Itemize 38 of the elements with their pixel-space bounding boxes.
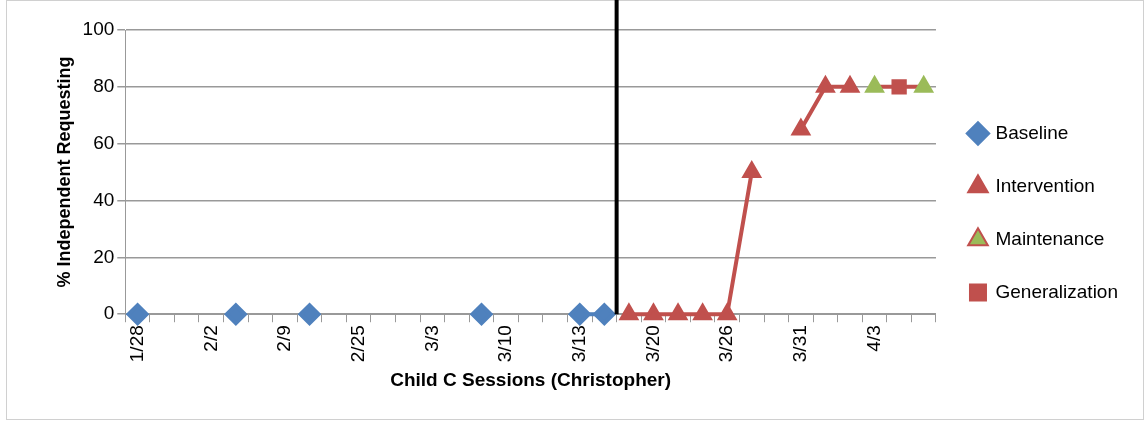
x-axis-title: Child C Sessions (Christopher) [390,368,672,390]
x-tick-label: 3/13 [568,325,590,363]
x-tick-label: 1/28 [125,325,147,363]
point [669,304,687,321]
y-tick-label: 40 [93,188,115,210]
point [791,119,810,136]
legend-label: Intervention [995,174,1095,196]
x-tick-label: 2/2 [199,325,221,352]
point [841,76,859,93]
legend-label: Maintenance [995,227,1105,249]
y-tick-label: 80 [93,75,115,97]
point [224,303,247,326]
y-tick-label: 60 [93,131,115,153]
point [619,304,638,321]
x-tick-label: 2/9 [273,325,295,352]
point [815,74,836,93]
x-tick-label: 4/3 [862,325,884,352]
point [298,303,321,326]
x-tick-label: 3/31 [789,325,811,363]
point [470,303,493,326]
point [693,304,712,321]
x-tick-label: 2/25 [346,325,368,363]
point [126,303,149,326]
x-tick-label: 3/3 [420,325,442,352]
legend-label: Generalization [995,280,1119,302]
point [593,303,616,326]
legend-label: Baseline [995,121,1069,143]
point [644,304,663,321]
point [568,303,591,326]
x-tick-label: 3/10 [494,325,516,363]
y-tick-label: 100 [82,18,115,40]
y-tick-label: 0 [103,302,115,324]
point [718,304,737,321]
x-tick-label: 3/26 [715,325,737,363]
x-tick-label: 3/20 [641,325,663,363]
y-tick-label: 20 [93,245,115,267]
point [742,162,761,179]
y-axis-title: % Independent Requesting [53,56,74,288]
